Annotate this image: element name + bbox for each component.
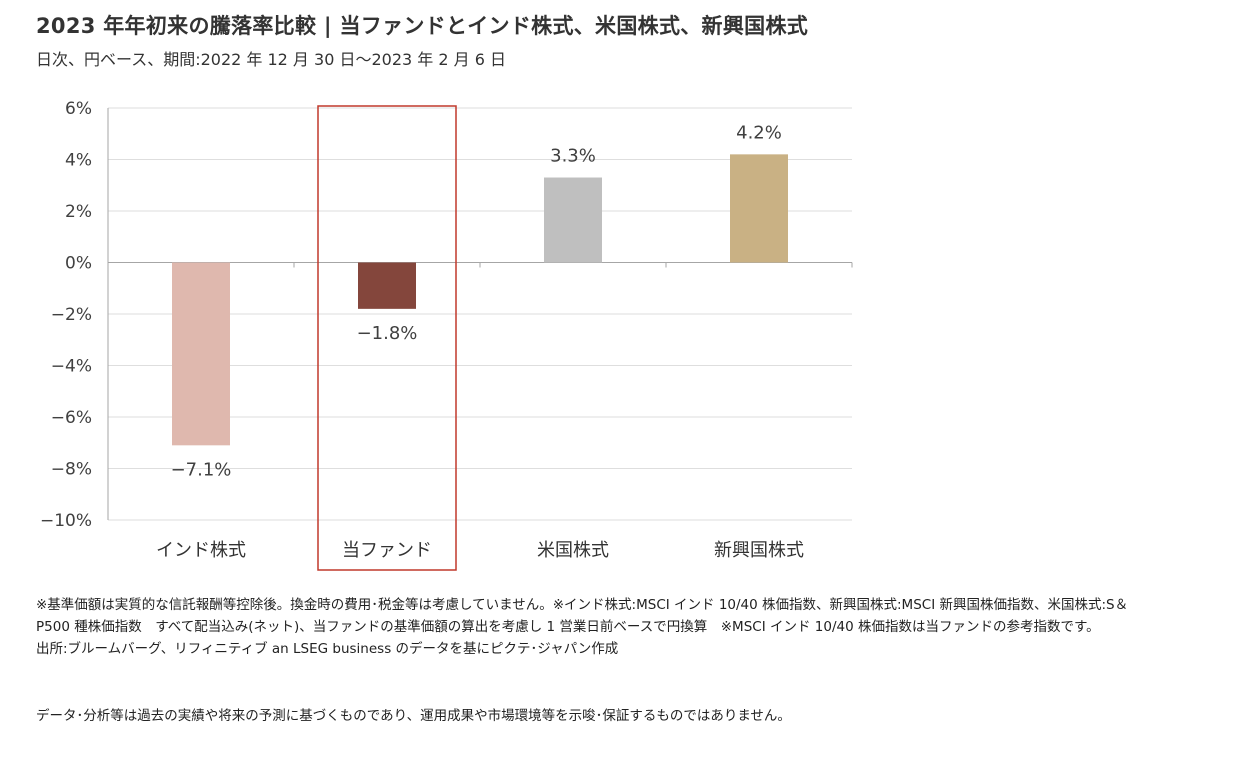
y-tick-label: 0% bbox=[65, 254, 92, 274]
y-tick-label: −6% bbox=[51, 408, 92, 428]
data-label: 4.2% bbox=[736, 122, 782, 143]
bar bbox=[730, 154, 788, 263]
y-tick-label: −4% bbox=[51, 357, 92, 377]
data-label: −7.1% bbox=[171, 459, 232, 480]
bar bbox=[172, 262, 230, 446]
category-label: 米国株式 bbox=[537, 540, 609, 561]
bar bbox=[544, 177, 602, 263]
footnote-source: 出所:ブルームバーグ、リフィニティブ an LSEG business のデータ… bbox=[36, 641, 619, 657]
category-label: インド株式 bbox=[156, 540, 246, 561]
y-tick-label: 6% bbox=[65, 99, 92, 119]
bar bbox=[358, 262, 416, 309]
y-tick-label: −10% bbox=[40, 511, 92, 531]
y-tick-label: 4% bbox=[65, 151, 92, 171]
footnote-definitions: ※基準価額は実質的な信託報酬等控除後。換金時の費用･税金等は考慮していません。※… bbox=[36, 597, 1129, 635]
data-label: −1.8% bbox=[357, 323, 418, 344]
data-label: 3.3% bbox=[550, 146, 596, 167]
y-tick-label: −8% bbox=[51, 460, 92, 480]
y-tick-label: 2% bbox=[65, 202, 92, 222]
category-label: 新興国株式 bbox=[714, 540, 804, 561]
disclaimer: データ･分析等は過去の実績や将来の予測に基づくものであり、運用成果や市場環境等を… bbox=[36, 708, 791, 724]
category-label: 当ファンド bbox=[342, 540, 432, 561]
y-tick-label: −2% bbox=[51, 305, 92, 325]
bar-chart: 6% 4% 2% 0% −2% −4% −6% −8% −10% −7.1% インド株式 −1.8% 当… bbox=[40, 99, 853, 571]
chart-title: 2023 年年初来の騰落率比較 | 当ファンドとインド株式、米国株式、新興国株式 bbox=[36, 14, 809, 38]
highlight-box bbox=[317, 105, 457, 571]
chart-subtitle: 日次、円ベース、期間:2022 年 12 月 30 日～2023 年 2 月 6… bbox=[36, 50, 506, 69]
footnotes: ※基準価額は実質的な信託報酬等控除後。換金時の費用･税金等は考慮していません。※… bbox=[36, 594, 1146, 660]
